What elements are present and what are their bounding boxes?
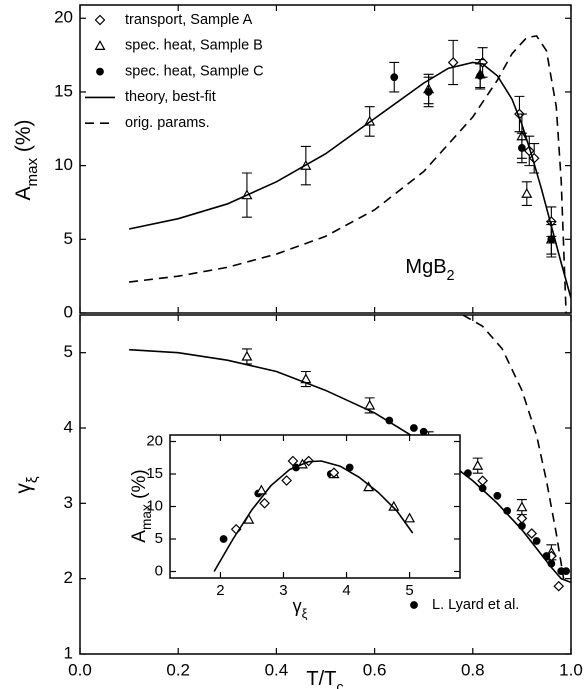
marker-circle — [478, 484, 487, 493]
x-tick-label: 5 — [405, 582, 413, 599]
x-axis-label-sub: c — [336, 680, 343, 689]
y-tick-label: 5 — [155, 530, 163, 547]
marker-circle — [409, 424, 418, 432]
marker-circle — [562, 567, 570, 576]
marker-triangle — [472, 459, 484, 470]
y-axis-label-sub: max — [139, 504, 154, 530]
legend-label: spec. heat, Sample C — [125, 63, 264, 79]
y-tick-label: 0 — [64, 302, 73, 321]
y-axis-label-after: (%) — [129, 469, 150, 504]
marker-triangle — [516, 501, 528, 512]
y-axis-label: Amax (%) — [12, 119, 41, 200]
x-tick-label: 4 — [342, 582, 350, 599]
y-tick-label: 20 — [146, 432, 163, 449]
marker-diamond — [259, 497, 270, 509]
y-axis-label-text: γ — [12, 483, 35, 494]
x-axis-label-text: T/T — [306, 668, 336, 689]
marker-circle — [419, 427, 428, 436]
y-tick-label: 15 — [54, 81, 73, 100]
x-tick-label: 1.0 — [559, 660, 583, 679]
marker-circle — [424, 88, 433, 96]
marker-triangle — [521, 187, 533, 198]
marker-triangle — [404, 512, 416, 523]
marker-diamond — [328, 467, 340, 479]
marker-circle — [493, 491, 502, 500]
y-axis-label-text: A — [12, 187, 35, 201]
curve — [128, 61, 571, 299]
marker-circle — [476, 71, 485, 80]
marker-diamond — [526, 528, 538, 539]
marker-triangle — [255, 484, 267, 495]
legend-marker — [96, 67, 104, 76]
legend-marker — [94, 40, 106, 51]
marker-circle — [390, 73, 399, 82]
curve — [129, 35, 567, 313]
y-axis-label-text: A — [129, 530, 150, 543]
y-tick-label: 2 — [64, 568, 73, 587]
marker-diamond — [287, 455, 299, 467]
y-tick-label: 4 — [64, 417, 73, 436]
y-tick-label: 5 — [64, 229, 73, 248]
x-tick-label: 0.8 — [461, 660, 485, 679]
y-axis-label-sub: ξ — [24, 476, 41, 483]
marker-triangle — [241, 350, 253, 361]
plot-content — [129, 315, 571, 592]
curve — [213, 460, 414, 572]
x-axis-label-text: γ — [293, 596, 302, 616]
y-tick-label: 10 — [54, 155, 73, 174]
annotation-text: MgB — [405, 256, 446, 278]
legend-label: spec. heat, Sample B — [125, 38, 263, 54]
y-tick-label: 1 — [64, 643, 73, 662]
marker-circle — [518, 144, 526, 152]
marker-triangle — [364, 399, 376, 410]
y-tick-label: 3 — [64, 493, 73, 512]
marker-diamond — [281, 475, 292, 486]
x-tick-label: 0.2 — [166, 660, 190, 679]
x-axis-label: γξ — [293, 596, 308, 621]
y-axis-label-sub: max — [24, 158, 41, 187]
y-tick-label: 20 — [54, 8, 73, 27]
curve — [462, 315, 565, 579]
plot-content — [128, 35, 571, 313]
x-tick-label: 0.4 — [265, 660, 289, 679]
x-axis-label-sub: ξ — [302, 606, 308, 621]
y-axis-label: γξ — [12, 476, 41, 494]
x-tick-label: 3 — [279, 582, 287, 599]
x-tick-label: 2 — [216, 582, 224, 599]
legend-marker — [94, 14, 106, 26]
marker-diamond — [553, 580, 565, 592]
y-axis-label-after: (%) — [12, 119, 35, 158]
x-axis-label: T/Tc — [306, 668, 343, 689]
plot-content — [213, 455, 416, 572]
y-tick-label: 0 — [155, 562, 163, 579]
annotation-sub: 2 — [447, 268, 455, 284]
y-tick-label: 5 — [64, 342, 73, 361]
x-tick-label: 0.6 — [363, 660, 387, 679]
x-tick-label: 0.0 — [68, 660, 92, 679]
marker-circle — [532, 537, 541, 545]
legend-label: L. Lyard et al. — [432, 597, 519, 613]
y-tick-label: 10 — [146, 497, 163, 514]
legend-marker — [410, 601, 418, 609]
y-axis-label: Amax (%) — [129, 469, 154, 542]
legend-label: transport, Sample A — [125, 12, 253, 28]
legend-label: orig. params. — [125, 115, 210, 131]
annotation: MgB2 — [405, 256, 454, 284]
y-tick-label: 15 — [146, 465, 163, 482]
plot-frame — [169, 434, 461, 579]
plot-frame — [79, 4, 572, 314]
marker-circle — [219, 535, 228, 543]
legend-label: theory, best-fit — [125, 89, 216, 105]
